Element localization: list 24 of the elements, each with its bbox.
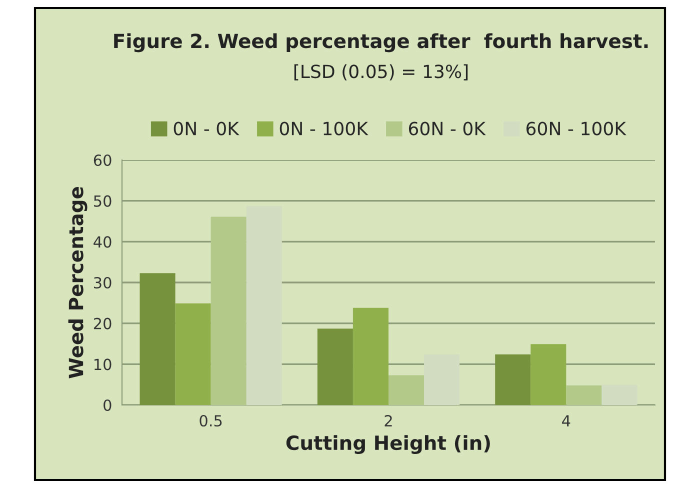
chart-subtitle: [LSD (0.05) = 13%] bbox=[294, 64, 468, 80]
x-tick-label: 0.5 bbox=[200, 414, 222, 427]
x-axis-title: Cutting Height (in) bbox=[286, 435, 490, 454]
bar bbox=[175, 303, 211, 405]
legend-label: 60N - 100K bbox=[526, 122, 626, 136]
chart-title: Figure 2. Weed percentage after fourth harvest. bbox=[114, 33, 648, 52]
x-tick-label: 2 bbox=[384, 414, 392, 426]
y-axis-title: Weed Percentage bbox=[68, 186, 88, 378]
y-tick-label: 10 bbox=[94, 358, 112, 370]
legend-label: 60N - 0K bbox=[408, 122, 486, 136]
bar bbox=[140, 273, 176, 405]
y-tick-label: 50 bbox=[94, 195, 112, 207]
legend-label: 0N - 100K bbox=[280, 122, 368, 136]
bar bbox=[317, 328, 353, 405]
bar bbox=[530, 344, 566, 405]
y-tick-label: 40 bbox=[94, 236, 112, 248]
y-tick-label: 0 bbox=[104, 399, 112, 412]
x-tick-label: 4 bbox=[562, 415, 570, 426]
bar bbox=[495, 354, 531, 405]
legend-label: 0N - 0K bbox=[174, 122, 240, 136]
y-tick-label: 60 bbox=[94, 154, 112, 166]
bar bbox=[352, 308, 388, 405]
y-tick-label: 30 bbox=[94, 276, 112, 289]
y-tick-label: 20 bbox=[94, 318, 112, 330]
